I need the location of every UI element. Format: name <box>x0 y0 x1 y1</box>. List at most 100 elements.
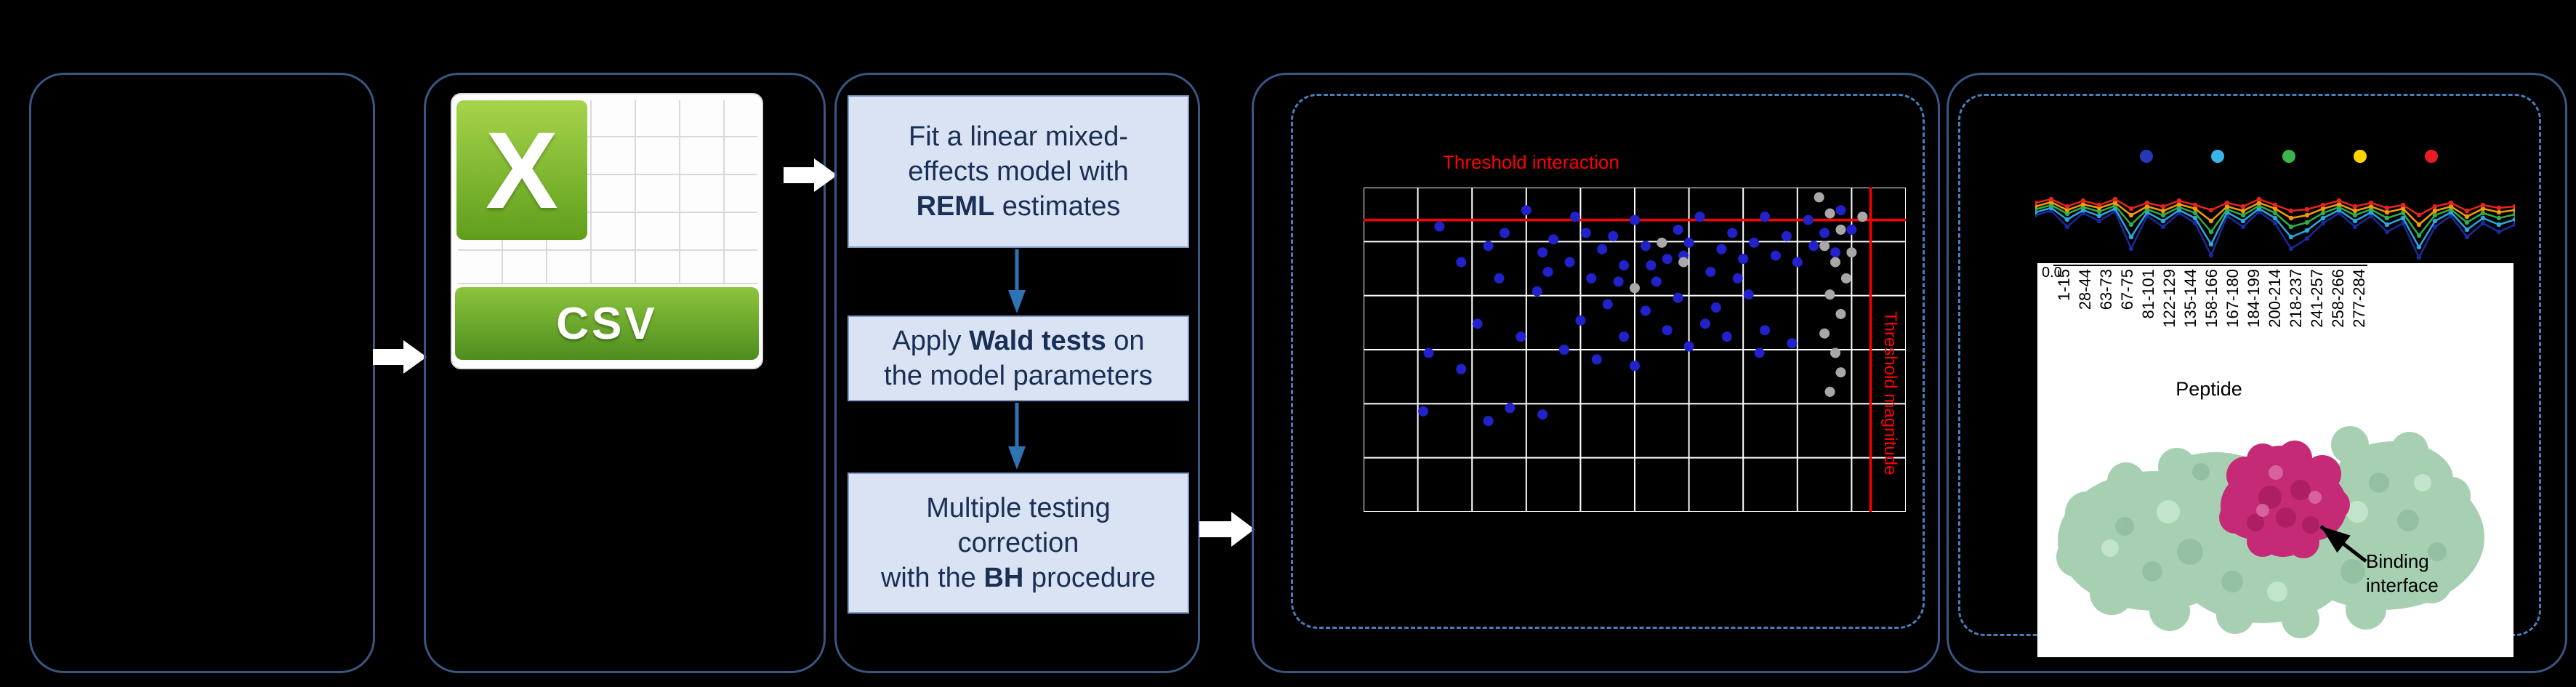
scatter-point-significant <box>1716 244 1727 254</box>
scatter-point-significant <box>1575 315 1586 326</box>
scatter-point-significant <box>1591 354 1602 365</box>
kinetics-point <box>2224 200 2230 206</box>
kinetics-point <box>2304 220 2310 225</box>
kinetics-point <box>2304 206 2310 212</box>
results-box <box>1252 73 1940 673</box>
kinetics-point <box>2160 204 2166 209</box>
kinetics-point <box>2064 207 2070 213</box>
step-arrow-icon <box>1008 403 1026 470</box>
scatter-point-significant <box>1456 363 1467 374</box>
scatter-point-nonsignificant <box>1814 192 1824 203</box>
scatter-point-significant <box>1494 273 1505 284</box>
process-text: Multiple testing <box>926 491 1110 526</box>
scatter-point-significant <box>1770 250 1781 261</box>
kinetics-point <box>2144 204 2150 209</box>
timepoint-legend-dot <box>2211 150 2224 163</box>
scatter-point-significant <box>1602 299 1613 310</box>
kinetics-point <box>2064 217 2070 222</box>
kinetics-point <box>2160 218 2166 224</box>
binding-interface-label-line: interface <box>2366 574 2439 596</box>
peptide-tick-label: 158-166 <box>2202 269 2221 328</box>
process-text-bold: BH <box>983 563 1024 593</box>
scatter-point-significant <box>1803 214 1814 225</box>
kinetics-point <box>2464 214 2470 220</box>
timepoint-legend <box>2140 150 2438 163</box>
kinetics-point <box>2288 246 2294 252</box>
kinetics-point <box>2352 208 2358 214</box>
scatter-point-significant <box>1531 286 1542 297</box>
kinetics-point <box>2208 252 2214 258</box>
csv-ribbon: CSV <box>455 287 759 360</box>
scatter-title: Threshold interaction <box>1443 151 1619 173</box>
kinetics-point <box>2240 204 2246 209</box>
kinetics-point <box>2096 218 2102 224</box>
kinetics-point <box>2384 215 2390 221</box>
scatter-point-significant <box>1683 341 1694 352</box>
kinetics-point <box>2035 204 2038 209</box>
excel-x-letter: X <box>485 109 559 231</box>
kinetics-point <box>2496 215 2502 221</box>
kinetics-point <box>2480 206 2486 212</box>
kinetics-point <box>2480 210 2486 216</box>
scatter-point-significant <box>1699 318 1710 329</box>
kinetics-point <box>2496 229 2502 235</box>
scatter-point-significant <box>1505 403 1516 414</box>
kinetics-point <box>2272 215 2278 221</box>
scatter-point-significant <box>1434 221 1445 232</box>
scatter-point-significant <box>1619 260 1630 271</box>
kinetics-point <box>2496 205 2502 211</box>
kinetics-point <box>2432 218 2438 224</box>
csv-file-icon: X CSV <box>451 93 763 369</box>
scatter-point-significant <box>1472 318 1483 329</box>
peptide-tick-label: 81-101 <box>2139 269 2157 319</box>
scatter-point-significant <box>1542 266 1553 277</box>
kinetics-point <box>2208 218 2214 224</box>
process-text: Apply <box>892 326 970 356</box>
scatter-point-significant <box>1846 224 1857 235</box>
scatter-point-nonsignificant <box>1819 328 1830 339</box>
kinetics-point <box>2208 229 2214 235</box>
scatter-point-significant <box>1819 228 1830 238</box>
process-text: with the <box>880 563 984 593</box>
kinetics-point <box>2304 236 2310 241</box>
kinetics-point <box>2192 202 2198 208</box>
scatter-point-nonsignificant <box>1630 283 1640 294</box>
kinetics-point <box>2480 220 2486 226</box>
results-dashed-border <box>1291 94 1925 629</box>
binding-interface-label: Binding interface <box>2366 550 2511 598</box>
process-text-bold: REML <box>916 191 995 222</box>
kinetics-point <box>2080 201 2086 207</box>
kinetics-point <box>2368 204 2374 209</box>
process-text: Apply Wald tests on <box>892 324 1144 358</box>
kinetics-chart <box>2035 196 2515 260</box>
kinetics-point <box>2416 222 2422 228</box>
scatter-point-significant <box>1418 406 1429 417</box>
kinetics-point <box>2400 206 2406 212</box>
kinetics-point <box>2352 212 2358 218</box>
kinetics-point <box>2320 220 2326 226</box>
kinetics-point <box>2256 200 2262 206</box>
peptide-tick-label: 241-257 <box>2308 269 2326 328</box>
kinetics-point <box>2320 206 2326 212</box>
scatter-point-significant <box>1760 212 1771 222</box>
process-text: Multiple testing <box>926 493 1111 523</box>
kinetics-point <box>2480 215 2486 221</box>
kinetics-point <box>2256 196 2262 202</box>
kinetics-point <box>2368 213 2374 219</box>
scatter-point-significant <box>1423 347 1434 358</box>
scatter-point-significant <box>1754 347 1765 358</box>
scatter-point-nonsignificant <box>1830 257 1841 268</box>
scatter-point-nonsignificant <box>1840 273 1851 284</box>
peptide-axis-labels: 1-15 28-44 63-73 67-75 81-101 122-129 135-144 1… <box>2055 269 2368 328</box>
kinetics-point <box>2144 200 2150 206</box>
kinetics-point <box>2512 204 2515 209</box>
scatter-point-nonsignificant <box>1846 247 1857 258</box>
kinetics-point <box>2416 233 2422 238</box>
peptide-tick-label: 218-237 <box>2287 269 2305 328</box>
kinetics-point <box>2400 202 2406 208</box>
protein-surface-highlight <box>2101 474 2431 602</box>
kinetics-point <box>2480 202 2486 208</box>
scatter-point-significant <box>1651 276 1662 287</box>
kinetics-point <box>2160 212 2166 218</box>
flow-arrow-icon <box>784 158 837 192</box>
